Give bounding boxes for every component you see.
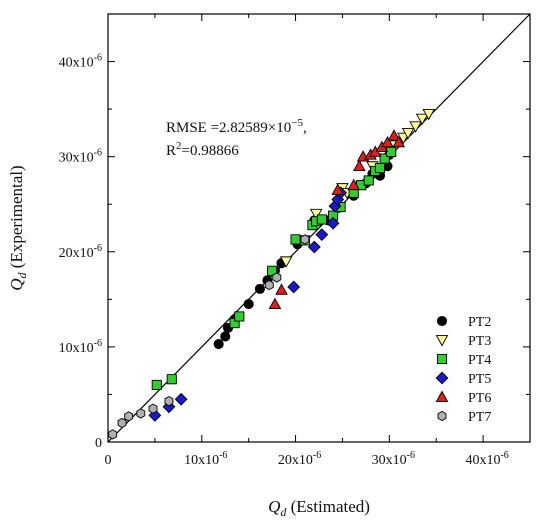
data-point	[117, 417, 127, 429]
marks-layer	[108, 109, 436, 440]
data-point	[275, 283, 288, 295]
legend-marker	[436, 315, 448, 327]
legend-item-pt7: PT7	[437, 410, 491, 425]
x-tick-label: 0	[105, 453, 112, 468]
legend: PT2 PT3 PT4 PT5 PT6 PT7	[435, 315, 491, 425]
data-point	[363, 175, 374, 186]
x-tick-label: 40x10-6	[465, 450, 508, 468]
data-point	[331, 183, 345, 195]
data-point	[309, 208, 323, 221]
data-point	[307, 240, 321, 254]
legend-item-pt4: PT4	[436, 353, 491, 368]
data-point	[220, 331, 231, 342]
data-point	[401, 128, 415, 140]
data-point	[415, 113, 429, 126]
data-point	[290, 234, 301, 245]
y-tick-label: 0	[95, 436, 102, 451]
data-point	[108, 429, 118, 440]
y-axis-label: Qd (Experimental)	[7, 165, 29, 290]
y-tick-label: 10x10-6	[59, 338, 102, 356]
data-point	[267, 265, 278, 276]
data-point	[353, 159, 366, 172]
legend-marker	[435, 371, 449, 385]
data-point	[316, 214, 327, 225]
data-point	[326, 216, 340, 230]
data-point	[287, 280, 301, 294]
data-point	[315, 228, 329, 242]
legend-marker	[435, 390, 449, 402]
reference-line	[107, 13, 531, 443]
legend-item-pt3: PT3	[435, 334, 491, 349]
y-tick-label: 20x10-6	[59, 243, 102, 261]
legend-label: PT4	[468, 353, 491, 368]
legend-label: PT3	[468, 334, 491, 349]
x-tick-label: 30x10-6	[372, 450, 415, 468]
x-tick-label: 20x10-6	[278, 450, 321, 468]
data-point	[422, 109, 436, 121]
labels-layer: 0 10x10-6 20x10-6 30x10-6 40x10-6 0 10x10-6 20x…	[7, 53, 509, 519]
data-point	[254, 283, 265, 294]
data-point	[374, 163, 386, 174]
axes-layer	[107, 13, 531, 443]
data-point	[213, 338, 224, 350]
r2-annotation: R2=0.98866	[166, 140, 239, 159]
data-point	[151, 379, 162, 390]
data-point	[392, 135, 405, 148]
legend-label: PT6	[468, 391, 491, 406]
series-pt6	[268, 129, 405, 309]
data-point	[166, 374, 177, 385]
plot-frame	[107, 13, 531, 443]
legend-item-pt5: PT5	[435, 371, 491, 387]
legend-item-pt2: PT2	[436, 315, 491, 330]
data-point	[379, 153, 390, 164]
data-point	[264, 279, 274, 291]
data-point	[234, 311, 245, 322]
legend-marker	[437, 410, 447, 422]
legend-label: PT5	[468, 372, 491, 387]
data-point	[409, 121, 422, 133]
legend-label: PT7	[468, 410, 491, 425]
data-point	[279, 256, 293, 268]
y-tick-label: 30x10-6	[59, 148, 102, 166]
data-point	[148, 403, 158, 414]
legend-marker	[435, 335, 449, 347]
x-tick-label: 10x10-6	[184, 450, 227, 468]
data-point	[272, 272, 282, 283]
data-point	[381, 135, 394, 148]
data-point	[268, 297, 282, 309]
series-pt7	[108, 234, 310, 440]
legend-label: PT2	[468, 315, 491, 330]
data-point	[347, 178, 360, 191]
y-tick-label: 40x10-6	[59, 53, 102, 71]
legend-marker	[436, 353, 448, 365]
data-point	[124, 411, 134, 422]
rmse-annotation: RMSE =2.82589×10−5,	[166, 117, 307, 136]
data-point	[387, 129, 401, 141]
data-point	[174, 392, 188, 406]
series-pt4	[151, 146, 397, 390]
x-axis-label: Qd (Estimated)	[268, 497, 370, 519]
data-point	[300, 234, 310, 245]
data-point	[243, 299, 254, 310]
data-point	[164, 395, 174, 407]
legend-item-pt6: PT6	[435, 390, 491, 406]
data-point	[136, 408, 146, 419]
